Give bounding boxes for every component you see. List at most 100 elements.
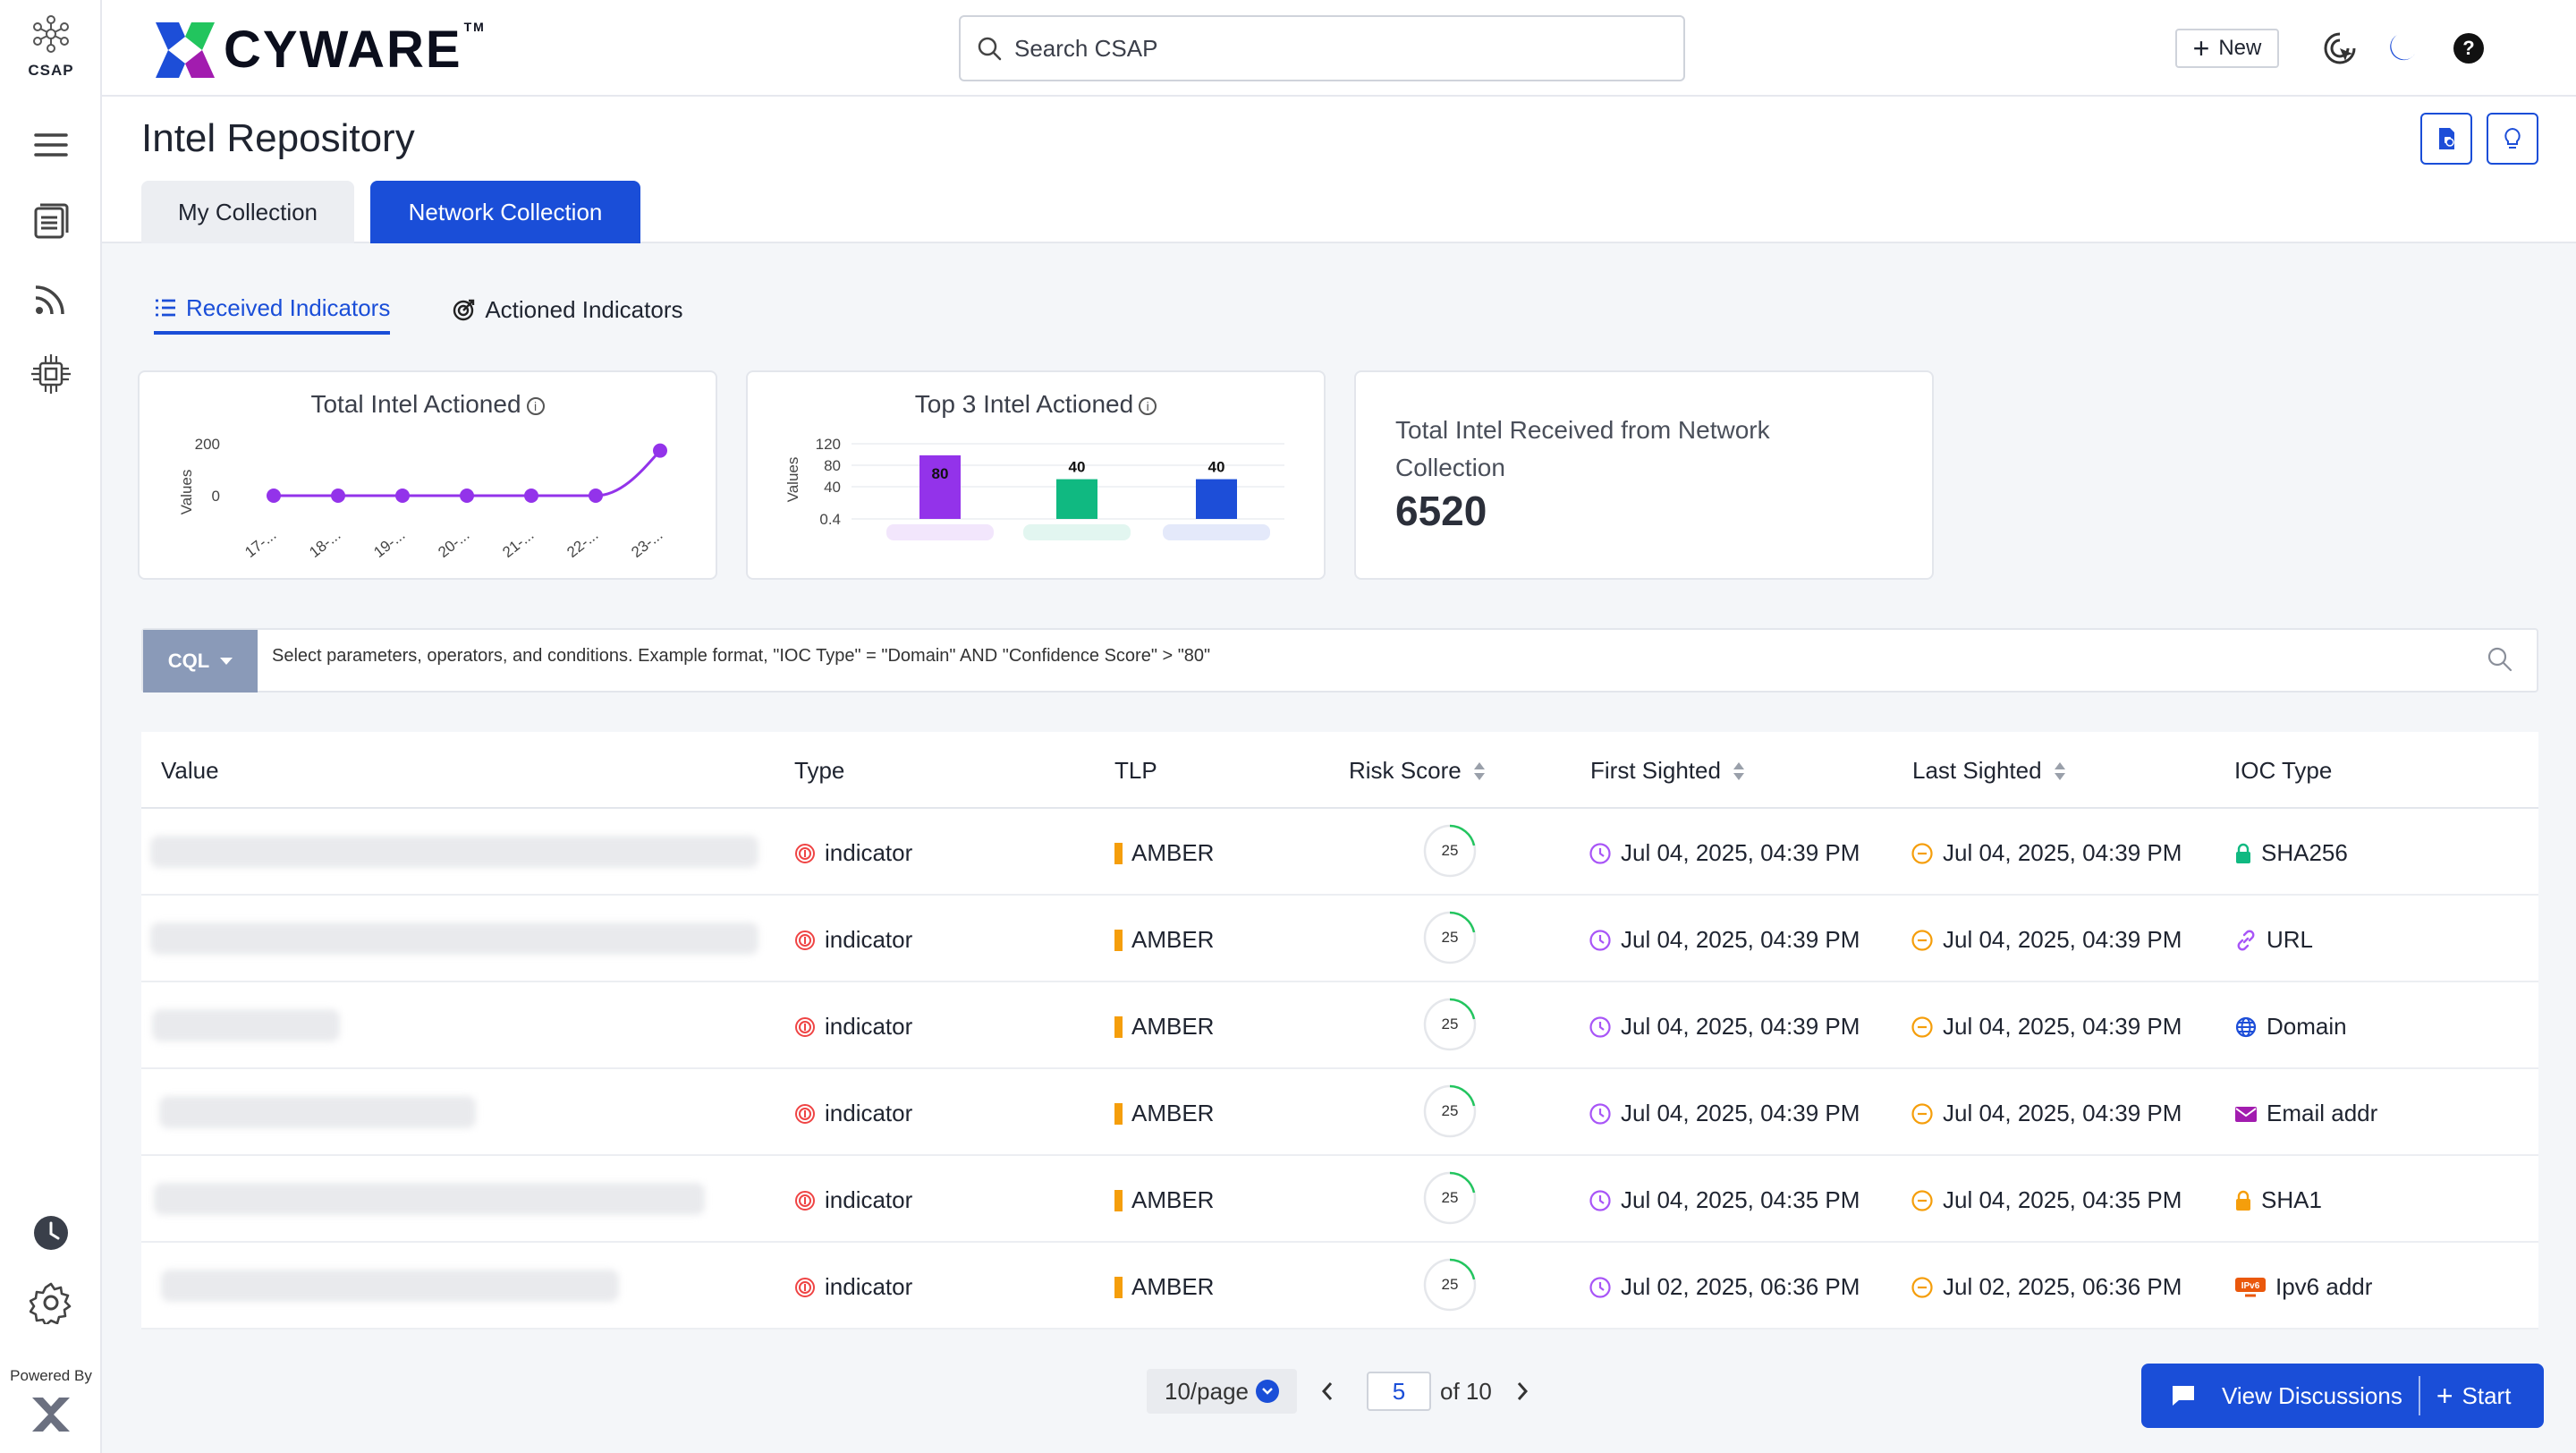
- sort-icon[interactable]: [2053, 760, 2067, 782]
- sidebar: CSAP: [0, 0, 102, 1453]
- cql-dropdown-button[interactable]: CQL: [143, 630, 258, 693]
- sidebar-item-settings[interactable]: [24, 1276, 78, 1330]
- tab-received-indicators[interactable]: Received Indicators: [154, 285, 391, 335]
- tlp-cell: AMBER: [1114, 1273, 1214, 1301]
- info-icon[interactable]: i: [526, 396, 545, 415]
- bar[interactable]: [919, 455, 961, 519]
- csap-atom-icon: [33, 15, 69, 53]
- redacted-value[interactable]: [161, 1270, 619, 1302]
- cyware-x-icon: [32, 1398, 70, 1432]
- redacted-value[interactable]: [159, 1096, 476, 1128]
- line-point[interactable]: [395, 489, 410, 503]
- redacted-value[interactable]: [150, 836, 758, 868]
- tlp-amber-marker: [1114, 929, 1123, 951]
- col-type[interactable]: Type: [794, 757, 845, 784]
- line-point[interactable]: [460, 489, 474, 503]
- assist-button[interactable]: [2318, 27, 2361, 70]
- minus-circle-icon: [1911, 1189, 1934, 1212]
- table-row[interactable]: indicator AMBER 25 Jul 02, 2025, 06:36 P…: [141, 1243, 2538, 1330]
- col-risk-score[interactable]: Risk Score: [1349, 757, 1487, 785]
- tlp-cell: AMBER: [1114, 926, 1214, 954]
- next-page-button[interactable]: [1504, 1373, 1540, 1409]
- table-row[interactable]: indicator AMBER 25 Jul 04, 2025, 04:39 P…: [141, 896, 2538, 982]
- line-ytick-200: 200: [195, 436, 220, 453]
- theme-toggle[interactable]: [2379, 27, 2422, 70]
- line-ytick-0: 0: [212, 488, 220, 505]
- new-button[interactable]: + New: [2175, 29, 2279, 68]
- type-cell: indicator: [794, 1013, 912, 1041]
- redacted-value[interactable]: [152, 1009, 340, 1041]
- bar[interactable]: [1056, 479, 1097, 519]
- line-point[interactable]: [589, 489, 603, 503]
- tab-my-collection[interactable]: My Collection: [141, 181, 354, 243]
- table-row[interactable]: indicator AMBER 25 Jul 04, 2025, 04:39 P…: [141, 982, 2538, 1069]
- redacted-value[interactable]: [154, 1183, 705, 1215]
- table-row[interactable]: indicator AMBER 25 Jul 04, 2025, 04:39 P…: [141, 1069, 2538, 1156]
- csap-logo[interactable]: CSAP: [0, 13, 102, 80]
- sort-icon[interactable]: [1472, 760, 1487, 782]
- menu-button[interactable]: [24, 118, 78, 172]
- fingerprint-icon: [794, 1103, 816, 1125]
- bar-ytick-120: 120: [816, 436, 841, 453]
- minus-circle-icon: [1911, 842, 1934, 865]
- redacted-value[interactable]: [150, 922, 758, 955]
- line-point[interactable]: [524, 489, 538, 503]
- sidebar-item-documents[interactable]: [24, 195, 78, 249]
- tab-network-collection[interactable]: Network Collection: [370, 181, 640, 243]
- info-icon[interactable]: i: [1139, 396, 1157, 415]
- line-point[interactable]: [331, 489, 345, 503]
- per-page-select[interactable]: 10/page: [1147, 1369, 1297, 1414]
- sidebar-item-history[interactable]: [24, 1206, 78, 1260]
- prev-page-button[interactable]: [1309, 1373, 1345, 1409]
- svg-text:IPv6: IPv6: [2241, 1281, 2260, 1291]
- tab-actioned-indicators[interactable]: Actioned Indicators: [453, 285, 682, 335]
- cql-search-button[interactable]: [2487, 646, 2513, 677]
- col-value[interactable]: Value: [161, 757, 219, 784]
- col-last-sighted[interactable]: Last Sighted: [1912, 757, 2067, 785]
- line-chart-ylabel: Values: [178, 470, 195, 515]
- col-ioc-type[interactable]: IOC Type: [2234, 757, 2333, 784]
- bar-ytick-0-4: 0.4: [819, 511, 841, 528]
- col-first-sighted[interactable]: First Sighted: [1590, 757, 1746, 785]
- tips-button[interactable]: [2487, 113, 2538, 165]
- brand-name: CYWARE TM: [224, 19, 486, 79]
- tlp-cell: AMBER: [1114, 1013, 1214, 1041]
- global-search[interactable]: [959, 15, 1685, 81]
- line-point[interactable]: [267, 489, 281, 503]
- ioc-type-cell: SHA1: [2234, 1186, 2322, 1214]
- sidebar-item-feeds[interactable]: [24, 272, 78, 326]
- card-top3-intel-actioned: Top 3 Intel Actioned i Values 120 80 40 0…: [746, 370, 1326, 580]
- minus-circle-icon: [1911, 1015, 1934, 1039]
- bar[interactable]: [1196, 479, 1237, 519]
- saved-filters-button[interactable]: [2420, 113, 2472, 165]
- plus-icon: +: [2436, 1380, 2453, 1412]
- bar-data-label: 40: [1208, 459, 1225, 476]
- search-icon: [2487, 647, 2512, 672]
- card-total-intel-received: Total Intel Received from Network Collec…: [1354, 370, 1934, 580]
- view-discussions-button[interactable]: View Discussions: [2141, 1364, 2402, 1428]
- search-input[interactable]: [1014, 34, 1640, 63]
- fingerprint-icon: [794, 843, 816, 864]
- cql-input[interactable]: [272, 646, 2419, 667]
- start-discussion-button[interactable]: + Start: [2436, 1380, 2512, 1412]
- table-row[interactable]: indicator AMBER 25 Jul 04, 2025, 04:35 P…: [141, 1156, 2538, 1243]
- card-total-intel-actioned: Total Intel Actioned i Values 200 0 17-..…: [138, 370, 717, 580]
- cyware-logo[interactable]: CYWARE TM: [156, 20, 486, 80]
- page-number-input[interactable]: [1366, 1372, 1431, 1411]
- line-xtick: 23-...: [628, 526, 665, 561]
- minus-circle-icon: [1911, 1276, 1934, 1299]
- page-total-label: of 10: [1439, 1377, 1492, 1405]
- help-button[interactable]: ?: [2447, 27, 2490, 70]
- powered-by-label: Powered By: [10, 1367, 92, 1384]
- col-tlp[interactable]: TLP: [1114, 757, 1157, 784]
- risk-score-value: 25: [1441, 1276, 1459, 1293]
- line-point[interactable]: [653, 443, 667, 458]
- search-icon: [978, 37, 1002, 61]
- clock-icon: [1589, 1102, 1612, 1126]
- line-xtick: 18-...: [306, 526, 343, 561]
- first-sighted-cell: Jul 04, 2025, 04:39 PM: [1589, 1100, 1860, 1127]
- table-row[interactable]: indicator AMBER 25 Jul 04, 2025, 04:39 P…: [141, 809, 2538, 896]
- sort-icon[interactable]: [1732, 760, 1746, 782]
- bar-shadow: [1023, 524, 1131, 540]
- sidebar-item-integrations[interactable]: [24, 347, 78, 401]
